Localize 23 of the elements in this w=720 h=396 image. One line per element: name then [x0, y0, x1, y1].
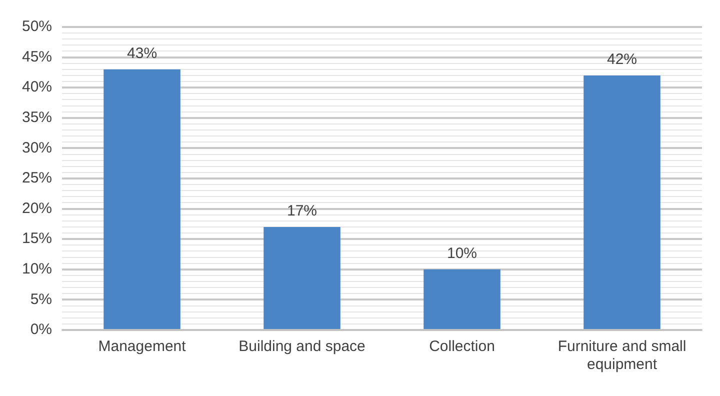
bar: [264, 226, 340, 329]
bar: [424, 269, 500, 329]
y-tick-label: 40%: [22, 78, 52, 96]
x-tick-label: Management: [98, 338, 187, 356]
y-tick-label: 0%: [30, 321, 52, 338]
x-tick-label: Collection: [429, 338, 495, 356]
y-tick-label: 15%: [22, 230, 52, 248]
x-tick-label: Building and space: [238, 338, 366, 356]
data-label: 17%: [287, 202, 318, 220]
y-tick-label: 45%: [22, 48, 52, 66]
x-tick-label: Furniture and small equipment: [558, 338, 686, 374]
data-label: 42%: [606, 51, 638, 68]
bar: [584, 75, 660, 329]
y-tick-label: 50%: [22, 18, 52, 36]
y-tick-label: 20%: [22, 200, 52, 217]
y-tick-label: 35%: [22, 109, 52, 126]
y-tick-label: 5%: [30, 290, 52, 308]
bar: [104, 69, 180, 329]
y-tick-label: 25%: [22, 170, 52, 187]
data-label: 43%: [127, 45, 158, 62]
data-label: 10%: [446, 245, 478, 262]
y-tick-label: 10%: [22, 260, 52, 278]
y-tick-label: 30%: [22, 139, 52, 156]
